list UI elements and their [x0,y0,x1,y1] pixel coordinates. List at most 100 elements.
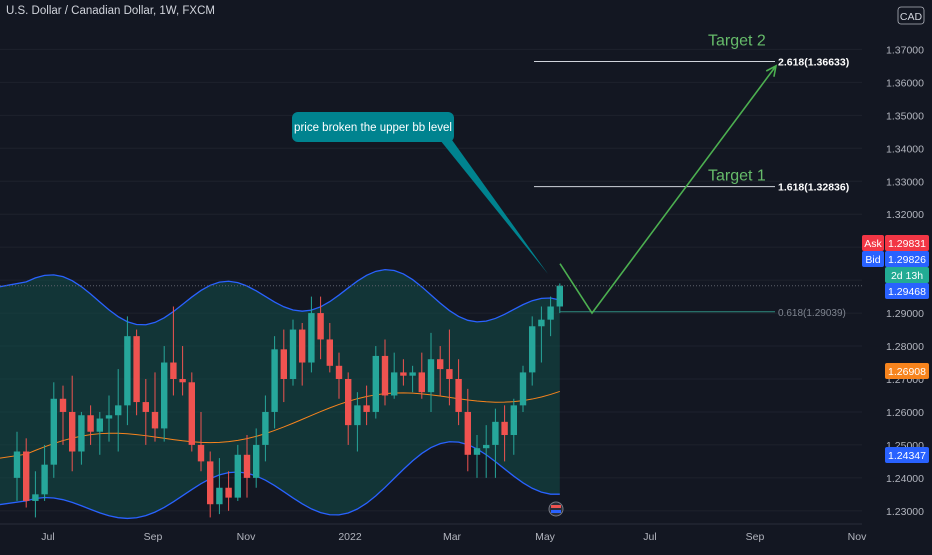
y-tick-label: 1.32000 [886,209,924,221]
x-tick-label: Sep [746,531,765,543]
candle-body[interactable] [363,405,370,412]
ask-value-tag [885,235,929,251]
candle-body[interactable] [299,329,306,363]
candle-body[interactable] [50,398,57,465]
candle-body[interactable] [446,369,453,379]
candle-body[interactable] [437,359,444,370]
candle-body[interactable] [510,405,517,436]
candle-body[interactable] [142,402,149,412]
candle-body[interactable] [151,411,159,429]
candle-body[interactable] [547,306,554,320]
y-tick-label: 1.33000 [886,176,924,188]
candle-body[interactable] [69,411,76,452]
y-tick-label: 1.29000 [886,308,924,320]
candle-body[interactable] [354,405,361,426]
currency-badge[interactable] [897,6,925,25]
fib-2618-label: 2.618(1.36633) [778,57,849,69]
candle-body[interactable] [400,372,407,376]
bollinger-fill [0,269,560,519]
candle-body[interactable] [409,372,416,376]
target-2-label: Target 2 [708,33,766,50]
candle-body[interactable] [234,454,241,498]
candle-body[interactable] [427,359,435,393]
event-flag-stripe-top [551,505,561,508]
candle-body[interactable] [23,451,30,501]
candle-body[interactable] [115,405,122,416]
candle-body[interactable] [501,421,508,436]
candle-body[interactable] [289,329,297,379]
target-1-label: Target 1 [708,168,766,185]
candle-body[interactable] [133,336,140,403]
x-tick-label: Sep [144,531,163,543]
candle-body[interactable] [225,487,232,498]
candle-body[interactable] [381,355,389,396]
candle-body[interactable] [59,398,67,412]
callout-box[interactable] [292,112,454,142]
y-tick-label: 1.28000 [886,341,924,353]
x-tick-label: 2022 [338,531,362,543]
candle-body[interactable] [308,313,315,363]
ask-label-text: Ask [864,238,882,250]
fib-1618-label: 1.618(1.32836) [778,182,849,194]
candle-body[interactable] [391,372,398,396]
candle-body[interactable] [41,464,48,495]
candle-body[interactable] [372,355,379,412]
candle-body[interactable] [280,349,287,379]
y-tick-label: 1.34000 [886,143,924,155]
candle-body[interactable] [335,365,343,379]
candle-body[interactable] [473,448,481,455]
candle-body[interactable] [317,313,324,340]
countdown-tag [885,267,929,283]
candle-body[interactable] [207,461,214,505]
candle-body[interactable] [161,362,168,429]
countdown-text: 2d 13h [891,270,923,282]
symbol-title[interactable]: U.S. Dollar / Canadian Dollar, 1W, FXCM [6,5,215,17]
y-tick-label: 1.35000 [886,110,924,122]
candle-body[interactable] [197,444,205,462]
candle-body[interactable] [179,378,186,383]
ask-value-text: 1.29831 [888,238,926,250]
candle-body[interactable] [105,415,113,419]
candle-body[interactable] [483,444,490,449]
x-tick-label: Jul [41,531,54,543]
lower-band-price-tag [885,447,929,463]
event-flag-icon[interactable] [548,501,564,517]
projection-arrowhead [765,64,778,77]
candle-body[interactable] [87,415,94,432]
candle-body[interactable] [243,454,251,478]
candle-body[interactable] [556,285,563,307]
candle-body[interactable] [464,411,471,455]
candle-body[interactable] [96,418,103,432]
projection-path[interactable] [559,65,777,315]
x-tick-label: Nov [848,531,867,543]
candle-body[interactable] [326,339,333,366]
candle-body[interactable] [529,326,536,373]
bid-value-tag [885,251,929,267]
y-tick-label: 1.36000 [886,77,924,89]
bid-label-tag [862,251,884,267]
candle-body[interactable] [188,382,195,445]
candle-body[interactable] [170,362,177,379]
x-tick-label: Nov [237,531,256,543]
candle-body[interactable] [253,444,260,478]
y-tick-label: 1.37000 [886,44,924,56]
candle-body[interactable] [455,378,462,412]
currency-label: CAD [900,11,923,23]
candle-body[interactable] [216,487,223,505]
candle-body[interactable] [78,415,85,452]
candle-body[interactable] [32,494,39,501]
candle-body[interactable] [271,349,278,412]
candle-body[interactable] [519,372,527,406]
candle-body[interactable] [262,411,269,445]
candle-body[interactable] [418,372,425,393]
callout-text: price broken the upper bb level [294,122,452,134]
current-price-text: 1.29468 [888,286,926,298]
candle-body[interactable] [13,451,21,478]
candle-body[interactable] [538,319,545,327]
candle-body[interactable] [124,336,131,406]
candle-body[interactable] [345,378,352,426]
lower-band-price-text: 1.24347 [888,450,926,462]
candle-body[interactable] [492,421,499,445]
